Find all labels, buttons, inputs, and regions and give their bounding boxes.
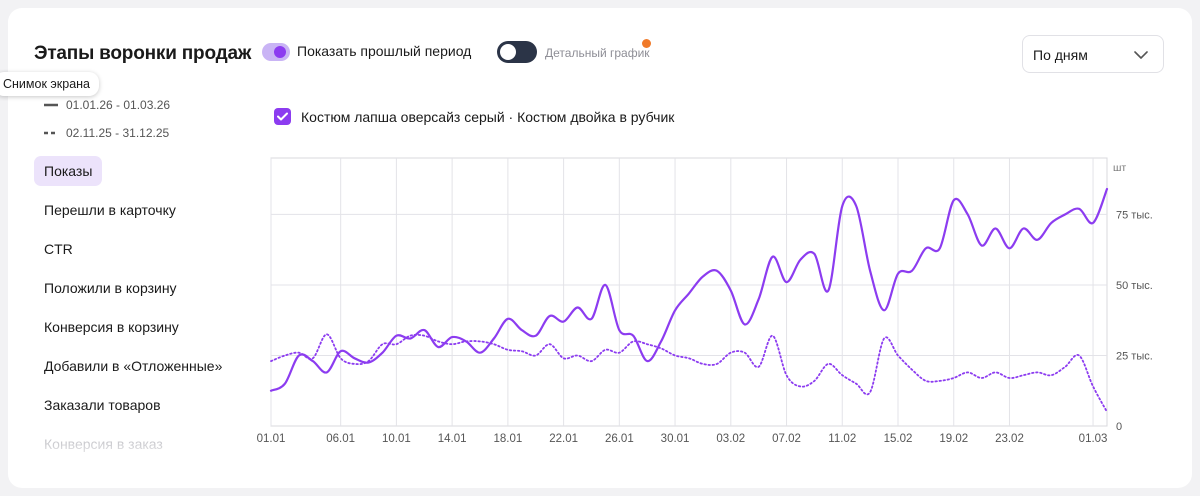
page-title: Этапы воронки продаж	[34, 43, 252, 64]
period-select-value: По дням	[1033, 47, 1088, 63]
toggle-knob	[500, 44, 516, 60]
x-tick-label: 19.02	[939, 433, 968, 445]
solid-line-icon	[44, 103, 58, 107]
metric-item-added-to-cart[interactable]: Положили в корзину	[44, 280, 177, 296]
x-tick-label: 03.02	[716, 433, 745, 445]
checkmark-icon	[274, 108, 291, 125]
x-tick-label: 01.03	[1079, 433, 1108, 445]
y-unit-label: шт	[1113, 162, 1126, 174]
metric-item-orders[interactable]: Заказали товаров	[44, 397, 161, 413]
new-feature-badge	[642, 39, 651, 48]
sales-funnel-card	[8, 8, 1192, 488]
x-tick-label: 26.01	[605, 433, 634, 445]
legend-current-label: 01.01.26 - 01.03.26	[66, 98, 171, 112]
y-tick-label: 75 тыс.	[1116, 209, 1153, 221]
show-previous-period-label: Показать прошлый период	[297, 43, 472, 59]
x-tick-label: 06.01	[326, 433, 355, 445]
detailed-chart-toggle[interactable]	[497, 41, 537, 63]
y-tick-label: 50 тыс.	[1116, 280, 1153, 292]
x-tick-label: 30.01	[661, 433, 690, 445]
x-tick-label: 01.01	[257, 433, 286, 445]
screenshot-tooltip: Снимок экрана	[0, 72, 100, 96]
current-period-line	[269, 187, 1109, 392]
x-tick-label: 22.01	[549, 433, 578, 445]
metric-item-impressions[interactable]: Показы	[34, 156, 103, 186]
detailed-chart-label: Детальный график	[545, 46, 650, 60]
period-select[interactable]: По дням	[1022, 35, 1164, 73]
product-filter-checkbox[interactable]: Костюм лапша оверсайз серый · Костюм дво…	[274, 108, 674, 125]
metric-item-wishlist[interactable]: Добавили в «Отложенные»	[44, 358, 223, 374]
x-tick-label: 10.01	[382, 433, 411, 445]
y-tick-label: 0	[1116, 421, 1122, 433]
legend-current-period: 01.01.26 - 01.03.26	[44, 98, 170, 112]
show-previous-period-toggle[interactable]	[262, 43, 290, 61]
x-tick-label: 14.01	[438, 433, 467, 445]
legend-previous-label: 02.11.25 - 31.12.25	[66, 126, 170, 140]
previous-period-line	[270, 333, 1108, 413]
toggle-knob	[274, 46, 286, 58]
metric-item-card-visits[interactable]: Перешли в карточку	[44, 202, 176, 218]
dashed-line-icon	[44, 131, 58, 135]
chevron-down-icon	[1133, 47, 1149, 68]
legend-previous-period: 02.11.25 - 31.12.25	[44, 126, 169, 140]
x-tick-label: 18.01	[493, 433, 522, 445]
metric-item-cart-conversion[interactable]: Конверсия в корзину	[44, 319, 179, 335]
product-filter-label: Костюм лапша оверсайз серый · Костюм дво…	[301, 108, 675, 125]
metric-item-ctr[interactable]: CTR	[44, 241, 73, 257]
x-tick-label: 11.02	[828, 433, 856, 445]
y-tick-label: 25 тыс.	[1116, 350, 1153, 362]
x-tick-label: 07.02	[772, 433, 801, 445]
x-tick-label: 15.02	[884, 433, 913, 445]
x-tick-label: 23.02	[995, 433, 1024, 445]
